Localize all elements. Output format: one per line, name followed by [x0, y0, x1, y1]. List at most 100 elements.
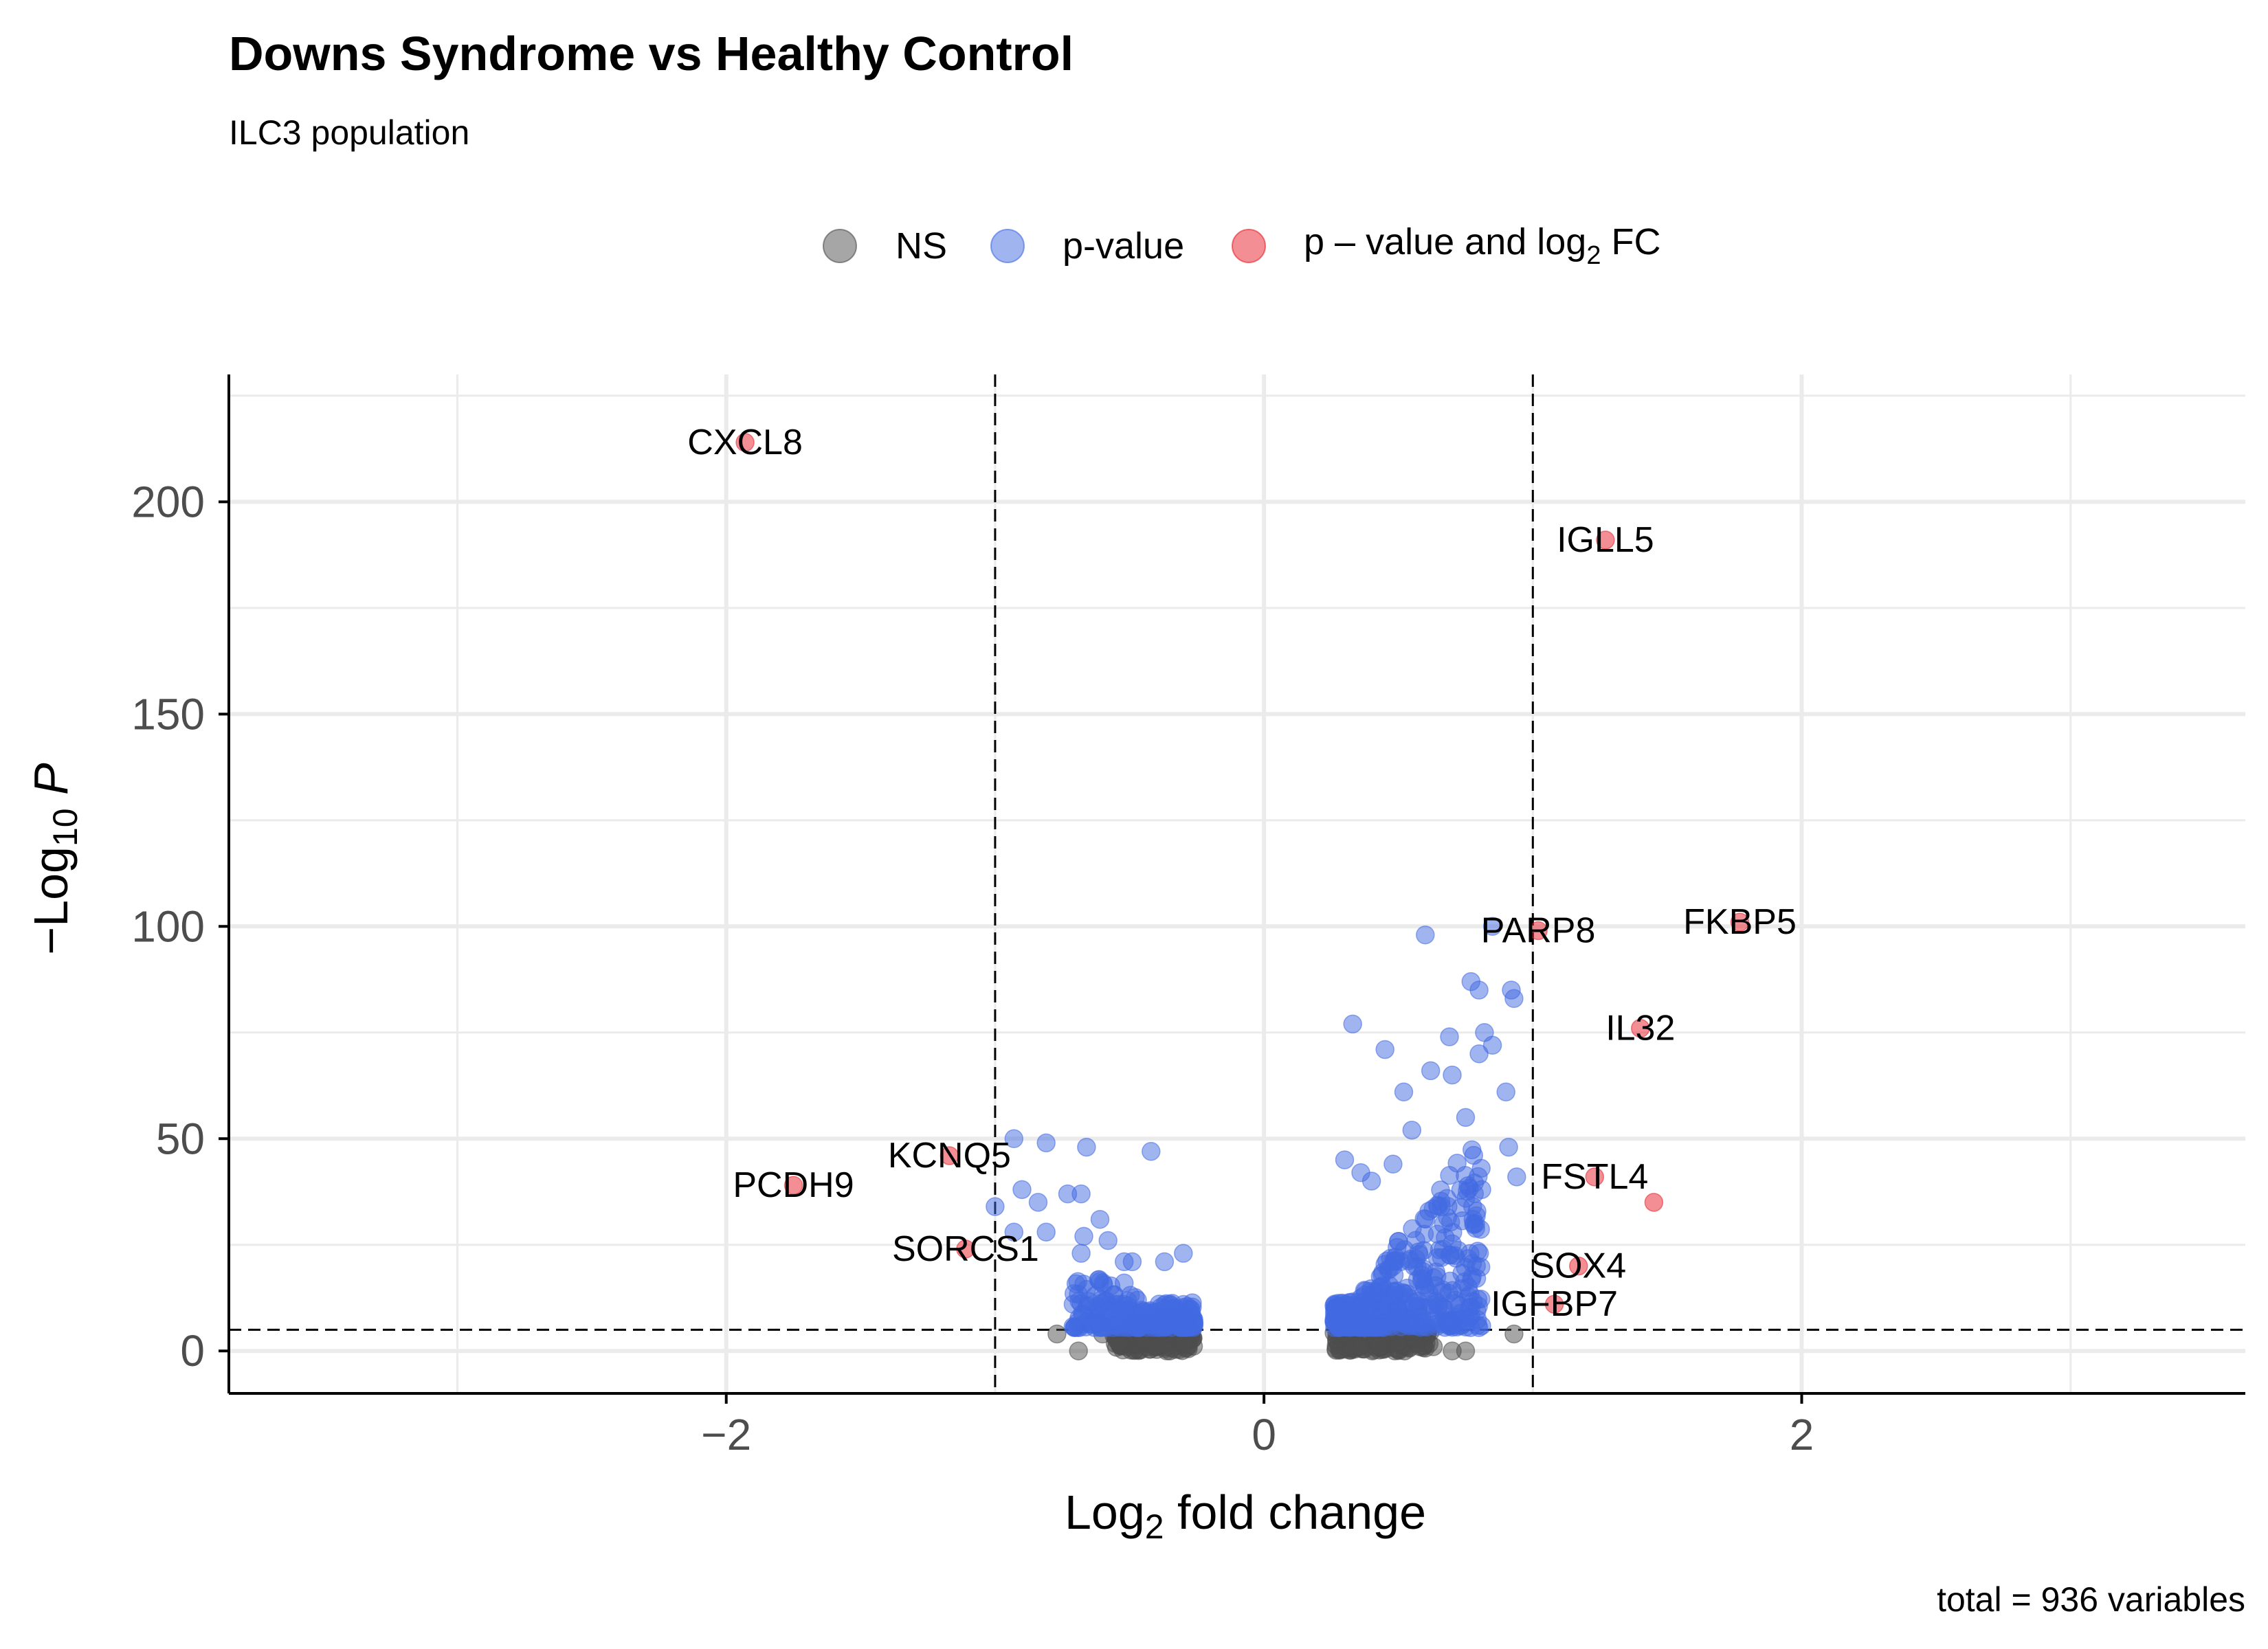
- p-point: [1464, 1214, 1484, 1233]
- pfc-point-il32: [1631, 1018, 1650, 1038]
- axes: −2 0 2 0 50 100 150 200: [131, 374, 2245, 1459]
- p-point: [1414, 1224, 1434, 1244]
- p-point: [1036, 1133, 1056, 1153]
- legend-pfc-label-main: p – value and log: [1304, 221, 1586, 262]
- p-point: [1004, 1129, 1024, 1149]
- p-point: [1504, 989, 1524, 1009]
- pfc-point-parp8: [1528, 921, 1548, 941]
- p-point: [1467, 1256, 1486, 1276]
- p-point: [1383, 1257, 1403, 1277]
- p-point: [1098, 1231, 1118, 1250]
- p-point: [1356, 1281, 1375, 1301]
- pfc-point-kcnq5: [940, 1146, 959, 1165]
- p-point: [1432, 1248, 1452, 1268]
- p-point: [1416, 925, 1435, 945]
- x-tick-label-2: 2: [1790, 1410, 1814, 1459]
- gene-label-igfbp7: IGFBP7: [1491, 1284, 1618, 1324]
- p-point: [1472, 1180, 1491, 1200]
- p-point: [1071, 1244, 1091, 1263]
- p-point: [1092, 1294, 1111, 1313]
- p-point: [986, 1197, 1005, 1216]
- p-point: [1443, 1065, 1462, 1085]
- gene-labels: CXCL8 IGLL5 PARP8 FKBP5 IL32 KCNQ5 PCDH9 FSTL4 S…: [687, 423, 1797, 1324]
- p-point: [1068, 1272, 1088, 1291]
- p-point: [1004, 1222, 1024, 1242]
- p-point: [1499, 1137, 1518, 1157]
- p-point: [1343, 1014, 1362, 1034]
- p-point: [1090, 1272, 1110, 1291]
- p-point: [1133, 1315, 1153, 1335]
- pfc-point-igfbp7: [1544, 1294, 1564, 1314]
- p-point: [1155, 1299, 1175, 1319]
- pfc-point-cxcl8: [735, 433, 755, 452]
- pfc-point-pcdh9: [783, 1176, 803, 1195]
- p-point: [1469, 980, 1489, 1000]
- plot-grid: [229, 374, 2245, 1393]
- p-point: [1402, 1121, 1422, 1140]
- p-point: [1012, 1180, 1032, 1200]
- y-axis-title: −Log10 P: [24, 763, 85, 955]
- x-tick-label-1: 0: [1252, 1410, 1276, 1459]
- p-point: [1090, 1209, 1110, 1229]
- legend-pfc-label-suffix: FC: [1601, 221, 1660, 262]
- p-point: [1361, 1171, 1381, 1191]
- p-point: [1482, 917, 1502, 936]
- gene-label-cxcl8: CXCL8: [687, 423, 803, 462]
- p-point: [1383, 1154, 1403, 1174]
- gene-label-fstl4: FSTL4: [1541, 1157, 1648, 1197]
- p-point: [1036, 1222, 1056, 1242]
- legend-p-key: [990, 229, 1025, 263]
- pfc-point: [1644, 1193, 1664, 1212]
- y-tick-label-2: 100: [131, 901, 205, 951]
- p-point: [1414, 1316, 1434, 1336]
- p-point: [1071, 1184, 1091, 1204]
- gene-label-sox4: SOX4: [1531, 1246, 1626, 1286]
- y-tick-label-4: 200: [131, 477, 205, 526]
- p-point: [1174, 1244, 1193, 1263]
- pfc-point-fstl4: [1585, 1167, 1605, 1187]
- gene-label-pcdh9: PCDH9: [733, 1165, 854, 1205]
- p-point: [1496, 1082, 1515, 1102]
- y-tick-label-3: 150: [131, 689, 205, 739]
- p-point: [1155, 1252, 1175, 1272]
- legend-ns-key: [823, 229, 857, 263]
- ns-point: [1160, 1341, 1179, 1360]
- pfc-point-sox4: [1569, 1256, 1588, 1276]
- ns-point: [1069, 1341, 1088, 1360]
- ns-point: [1456, 1341, 1476, 1360]
- y-tick-label-1: 50: [156, 1114, 205, 1163]
- legend-pfc-label-sub: 2: [1586, 241, 1601, 270]
- ns-point: [1047, 1324, 1067, 1344]
- legend-pfc-label: p – value and log2 FC: [1304, 221, 1660, 270]
- p-point: [1063, 1294, 1083, 1314]
- pfc-point-fkbp5: [1730, 912, 1750, 932]
- y-tick-label-0: 0: [180, 1326, 205, 1376]
- p-point: [1114, 1252, 1134, 1272]
- p-point: [1114, 1303, 1133, 1322]
- p-point: [1482, 1035, 1502, 1055]
- p-point: [1335, 1150, 1355, 1169]
- p-point: [1388, 1299, 1408, 1319]
- p-point: [1028, 1193, 1048, 1212]
- chart-caption: total = 936 variables: [1937, 1580, 2245, 1619]
- gene-label-igll5: IGLL5: [1557, 520, 1654, 560]
- gene-label-parp8: PARP8: [1481, 911, 1596, 951]
- p-point: [1142, 1142, 1161, 1161]
- threshold-lines: [229, 374, 2245, 1393]
- p-point: [1337, 1303, 1357, 1322]
- ns-point: [1423, 1337, 1443, 1356]
- p-point: [1074, 1226, 1093, 1246]
- p-point: [1434, 1299, 1454, 1319]
- p-point: [1394, 1082, 1414, 1102]
- legend-ns-label: NS: [896, 225, 947, 267]
- p-point: [1359, 1317, 1379, 1337]
- p-point: [1413, 1269, 1432, 1288]
- legend: NS p-value p – value and log2 FC: [823, 221, 1660, 270]
- p-point: [1462, 1140, 1482, 1160]
- p-point: [1159, 1315, 1179, 1335]
- p-point: [1458, 1277, 1478, 1297]
- legend-pfc-key: [1232, 229, 1266, 263]
- gene-label-fkbp5: FKBP5: [1683, 902, 1797, 942]
- p-point: [1440, 1027, 1459, 1046]
